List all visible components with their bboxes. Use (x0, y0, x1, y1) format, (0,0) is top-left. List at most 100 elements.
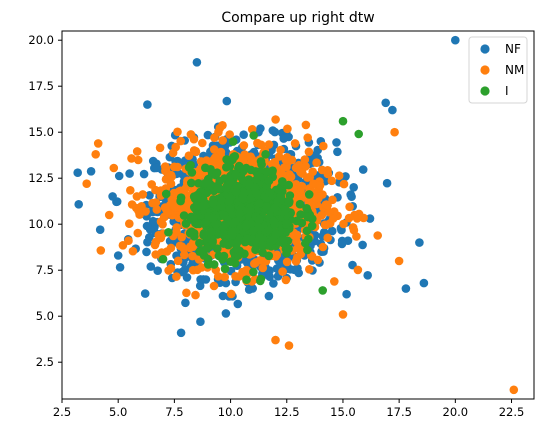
data-point (220, 238, 229, 248)
data-point (208, 238, 217, 247)
data-point (193, 201, 202, 211)
legend-marker (480, 44, 490, 54)
y-tick-label: 10.0 (28, 217, 54, 231)
data-point (133, 228, 143, 238)
data-point (151, 198, 161, 207)
data-point (334, 171, 344, 180)
data-point (317, 165, 327, 175)
data-point (228, 225, 238, 234)
data-point (301, 238, 310, 248)
data-point (276, 258, 285, 268)
data-point (209, 281, 219, 291)
data-point (228, 137, 238, 146)
data-point (206, 227, 216, 236)
data-point (241, 221, 251, 231)
data-point (292, 230, 302, 240)
data-point (96, 246, 106, 255)
data-point (249, 267, 258, 277)
data-point (158, 254, 168, 264)
data-point (128, 246, 138, 256)
data-point (358, 240, 367, 250)
data-point (218, 291, 228, 301)
data-point (218, 136, 227, 145)
data-point (303, 173, 312, 182)
data-point (290, 139, 300, 148)
x-tick-label: 10.0 (218, 405, 244, 419)
data-point (166, 264, 176, 273)
data-point (338, 116, 348, 126)
data-point (293, 252, 302, 262)
data-point (304, 190, 314, 199)
data-point (292, 237, 301, 246)
data-point (214, 184, 224, 193)
data-point (213, 244, 222, 253)
data-point (187, 168, 197, 177)
data-point (271, 115, 280, 124)
data-point (246, 194, 256, 203)
data-point (297, 218, 307, 228)
data-point (176, 136, 185, 146)
data-point (253, 171, 263, 180)
data-point (208, 213, 218, 223)
data-point (509, 385, 519, 395)
data-point (173, 256, 183, 266)
data-point (126, 186, 135, 195)
data-point (199, 229, 209, 238)
data-point (225, 204, 235, 214)
data-point (281, 275, 291, 285)
data-point (285, 191, 295, 200)
data-point (134, 206, 143, 216)
data-point (255, 276, 265, 286)
data-point (163, 207, 172, 217)
data-point (296, 210, 305, 219)
data-point (344, 213, 354, 223)
data-point (278, 235, 288, 244)
data-point (261, 150, 270, 159)
data-point (172, 272, 181, 281)
data-point (148, 216, 158, 226)
data-point (158, 220, 167, 229)
points-layer (73, 35, 519, 395)
legend-box (468, 36, 528, 104)
x-tick-label: 12.5 (274, 405, 300, 419)
data-point (188, 251, 197, 261)
x-tick-label: 17.5 (386, 405, 412, 419)
data-point (257, 160, 266, 169)
data-point (217, 195, 226, 205)
data-point (332, 138, 341, 147)
data-point (86, 167, 96, 176)
data-point (327, 176, 337, 186)
data-point (153, 266, 162, 276)
data-point (451, 35, 460, 45)
data-point (180, 250, 189, 260)
data-point (276, 192, 286, 201)
data-point (256, 255, 265, 265)
data-point (284, 180, 294, 190)
data-point (322, 200, 331, 209)
data-point (293, 243, 303, 253)
data-point (327, 226, 337, 236)
data-point (125, 219, 134, 228)
data-point (312, 158, 321, 167)
data-point (339, 219, 348, 229)
data-point (152, 205, 162, 214)
data-point (401, 284, 411, 293)
data-point (262, 202, 271, 211)
data-point (232, 244, 241, 253)
data-point (220, 272, 229, 282)
data-point (221, 309, 231, 318)
data-point (192, 58, 202, 67)
data-point (191, 147, 201, 157)
data-point (176, 328, 186, 338)
data-point (132, 147, 142, 156)
data-point (162, 247, 172, 256)
legend: NF NM I (468, 36, 528, 104)
legend-label: NM (505, 63, 524, 77)
data-point (222, 96, 232, 106)
data-point (282, 248, 291, 258)
data-point (228, 219, 238, 228)
data-point (186, 130, 196, 139)
data-point (203, 130, 213, 140)
data-point (254, 223, 264, 233)
data-point (265, 188, 275, 197)
